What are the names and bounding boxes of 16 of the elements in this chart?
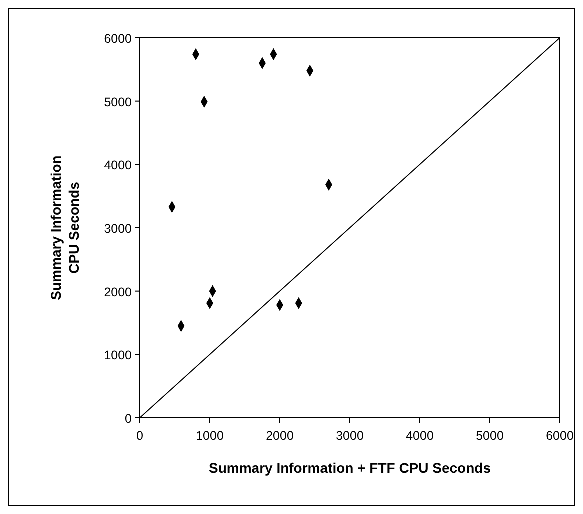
y-tick-label: 5000 (104, 95, 132, 110)
y-axis-title: Summary Information CPU Seconds (48, 156, 82, 300)
x-tick-label: 0 (136, 429, 144, 443)
x-axis-title: Summary Information + FTF CPU Seconds (209, 460, 492, 476)
y-tick-label: 2000 (104, 285, 132, 300)
x-tick-label: 4000 (406, 429, 434, 443)
y-tick-label: 4000 (104, 158, 132, 173)
y-tick-label: 3000 (104, 222, 132, 236)
x-tick-label: 3000 (336, 429, 364, 443)
x-tick-label: 1000 (196, 429, 224, 443)
x-tick-label: 2000 (266, 429, 294, 443)
x-tick-label: 6000 (546, 429, 574, 443)
y-tick-label: 0 (125, 412, 132, 426)
x-tick-label: 5000 (476, 429, 504, 443)
y-tick-label: 6000 (104, 32, 132, 46)
y-tick-label: 1000 (104, 348, 132, 363)
